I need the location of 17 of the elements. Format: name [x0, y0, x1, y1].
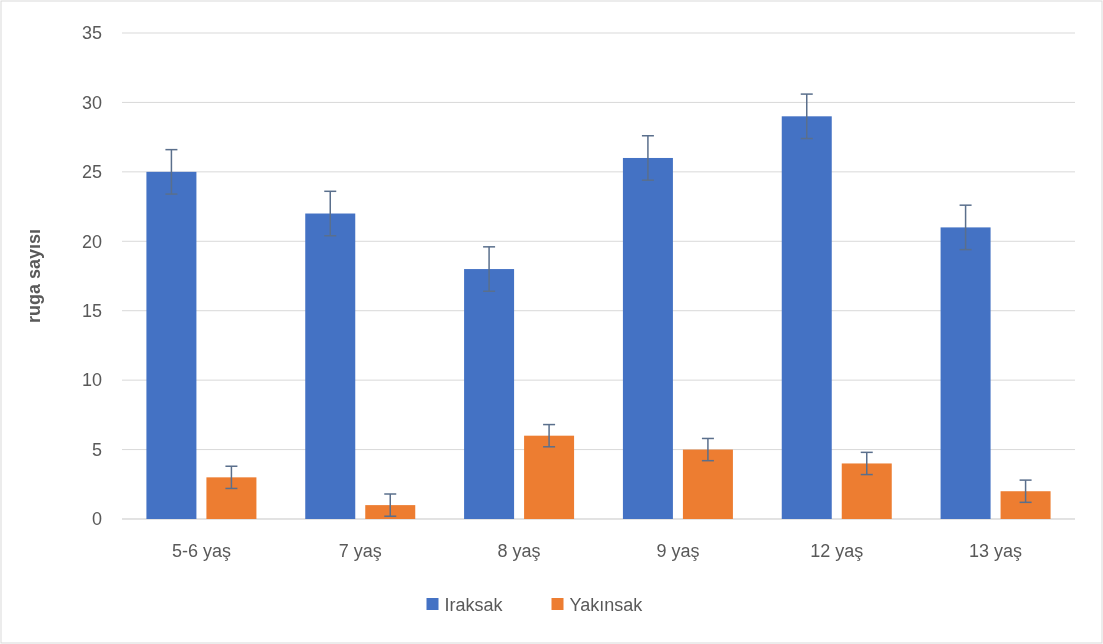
y-tick-label: 30	[81, 92, 102, 113]
x-tick-label: 12 yaş	[810, 541, 864, 561]
y-tick-label: 15	[81, 301, 102, 322]
x-tick-label: 5-6 yaş	[171, 541, 231, 561]
x-tick-label: 9 yaş	[656, 541, 700, 561]
y-tick-label: 10	[81, 370, 102, 391]
x-tick-label: 7 yaş	[338, 541, 382, 561]
y-tick-label: 0	[91, 509, 102, 530]
y-tick-label: 35	[81, 23, 102, 44]
x-tick-label: 8 yaş	[497, 541, 541, 561]
legend-label: Yakınsak	[569, 595, 644, 616]
legend-label: Iraksak	[444, 595, 504, 616]
x-tick-label: 13 yaş	[969, 541, 1023, 561]
y-tick-label: 20	[81, 231, 102, 252]
y-tick-label: 25	[81, 162, 102, 183]
y-tick-label: 5	[91, 439, 102, 460]
y-axis-title: ruga sayısı	[24, 228, 44, 324]
